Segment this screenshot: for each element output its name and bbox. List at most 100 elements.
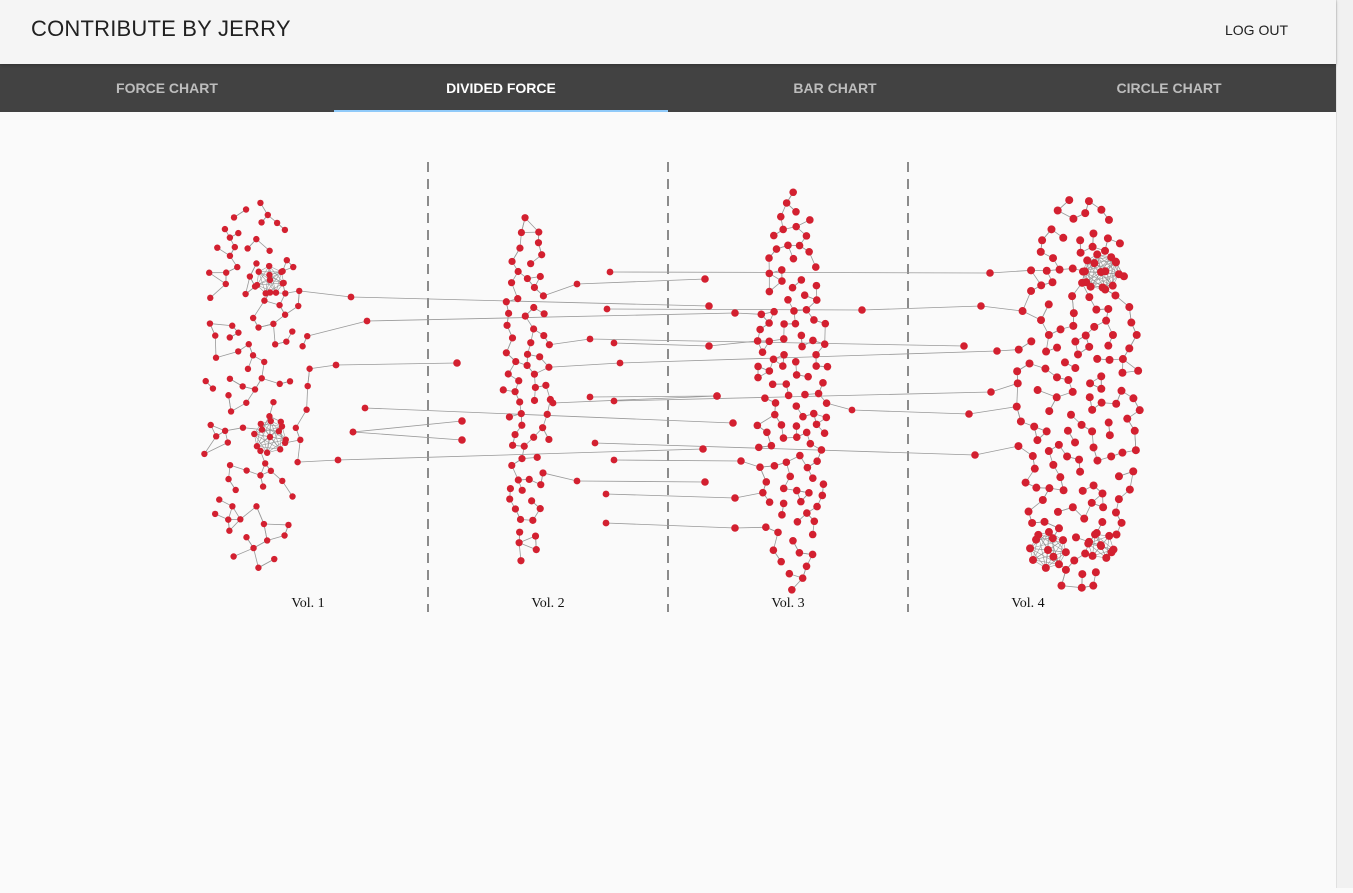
network-node[interactable] (536, 353, 543, 360)
network-node[interactable] (796, 242, 804, 250)
network-node[interactable] (214, 244, 220, 250)
network-node[interactable] (778, 511, 786, 519)
network-node[interactable] (773, 245, 781, 253)
network-node[interactable] (1119, 355, 1127, 363)
network-node[interactable] (755, 444, 763, 452)
network-node[interactable] (1025, 508, 1033, 516)
network-node[interactable] (789, 188, 797, 196)
network-node[interactable] (1136, 406, 1144, 414)
network-node[interactable] (1079, 268, 1087, 276)
network-node[interactable] (1097, 385, 1105, 393)
network-node[interactable] (762, 478, 770, 486)
network-node[interactable] (1133, 331, 1141, 339)
network-node[interactable] (1118, 519, 1126, 527)
network-node[interactable] (809, 337, 817, 345)
network-node[interactable] (812, 351, 820, 359)
network-node[interactable] (713, 392, 721, 400)
network-node[interactable] (296, 288, 302, 294)
network-node[interactable] (247, 273, 253, 279)
network-node[interactable] (535, 229, 542, 236)
network-node[interactable] (769, 380, 777, 388)
network-node[interactable] (1081, 550, 1089, 558)
network-node[interactable] (770, 232, 778, 240)
network-node[interactable] (1032, 484, 1040, 492)
network-node[interactable] (1045, 331, 1053, 339)
network-node[interactable] (295, 303, 301, 309)
network-node[interactable] (279, 423, 285, 429)
network-node[interactable] (813, 296, 821, 304)
network-node[interactable] (274, 220, 280, 226)
network-node[interactable] (1057, 582, 1065, 590)
network-node[interactable] (786, 473, 794, 481)
network-node[interactable] (1048, 278, 1056, 286)
network-node[interactable] (1109, 331, 1117, 339)
network-node[interactable] (216, 496, 222, 502)
network-node[interactable] (540, 332, 547, 339)
network-node[interactable] (803, 306, 811, 314)
network-node[interactable] (803, 509, 811, 517)
tab-divided-force[interactable]: DIVIDED FORCE (334, 64, 668, 112)
network-node[interactable] (812, 263, 820, 271)
network-node[interactable] (1089, 229, 1097, 237)
network-node[interactable] (458, 417, 466, 425)
network-node[interactable] (259, 426, 265, 432)
vertical-scrollbar[interactable] (1336, 0, 1353, 888)
network-node[interactable] (1053, 373, 1061, 381)
network-node[interactable] (227, 234, 233, 240)
network-node[interactable] (574, 281, 581, 288)
network-node[interactable] (771, 462, 779, 470)
tab-force-chart[interactable]: FORCE CHART (0, 64, 334, 112)
network-node[interactable] (1028, 519, 1036, 527)
network-node[interactable] (785, 392, 793, 400)
network-node[interactable] (754, 363, 762, 371)
network-node[interactable] (1105, 216, 1113, 224)
network-node[interactable] (272, 341, 278, 347)
network-node[interactable] (262, 290, 268, 296)
network-node[interactable] (511, 431, 518, 438)
network-node[interactable] (212, 511, 218, 517)
network-node[interactable] (1117, 387, 1125, 395)
network-node[interactable] (1086, 379, 1094, 387)
network-node[interactable] (792, 208, 800, 216)
network-node[interactable] (731, 524, 739, 532)
network-node[interactable] (235, 348, 241, 354)
network-node[interactable] (780, 351, 788, 359)
network-node[interactable] (849, 407, 856, 414)
network-node[interactable] (1105, 419, 1113, 427)
network-node[interactable] (1056, 266, 1064, 274)
network-node[interactable] (801, 391, 809, 399)
network-node[interactable] (524, 362, 531, 369)
network-node[interactable] (1112, 258, 1120, 266)
network-node[interactable] (809, 551, 817, 559)
network-node[interactable] (1067, 411, 1075, 419)
network-node[interactable] (231, 214, 237, 220)
network-node[interactable] (705, 342, 713, 350)
network-node[interactable] (1079, 487, 1087, 495)
network-node[interactable] (796, 452, 804, 460)
network-node[interactable] (1056, 473, 1064, 481)
network-node[interactable] (350, 429, 357, 436)
network-node[interactable] (227, 376, 233, 382)
network-node[interactable] (273, 289, 279, 295)
network-node[interactable] (539, 469, 546, 476)
network-node[interactable] (1085, 293, 1093, 301)
network-node[interactable] (1084, 540, 1092, 548)
network-node[interactable] (515, 377, 522, 384)
network-node[interactable] (507, 485, 514, 492)
network-node[interactable] (532, 384, 539, 391)
network-node[interactable] (821, 340, 829, 348)
network-node[interactable] (780, 434, 788, 442)
network-node[interactable] (1125, 344, 1133, 352)
network-node[interactable] (1029, 452, 1037, 460)
network-node[interactable] (229, 503, 235, 509)
network-node[interactable] (225, 476, 231, 482)
network-node[interactable] (533, 546, 540, 553)
network-node[interactable] (813, 421, 821, 429)
network-node[interactable] (1090, 443, 1098, 451)
network-node[interactable] (604, 306, 611, 313)
network-node[interactable] (823, 399, 831, 407)
network-node[interactable] (701, 478, 709, 486)
network-node[interactable] (226, 528, 232, 534)
network-node[interactable] (517, 557, 524, 564)
network-node[interactable] (1105, 532, 1113, 540)
